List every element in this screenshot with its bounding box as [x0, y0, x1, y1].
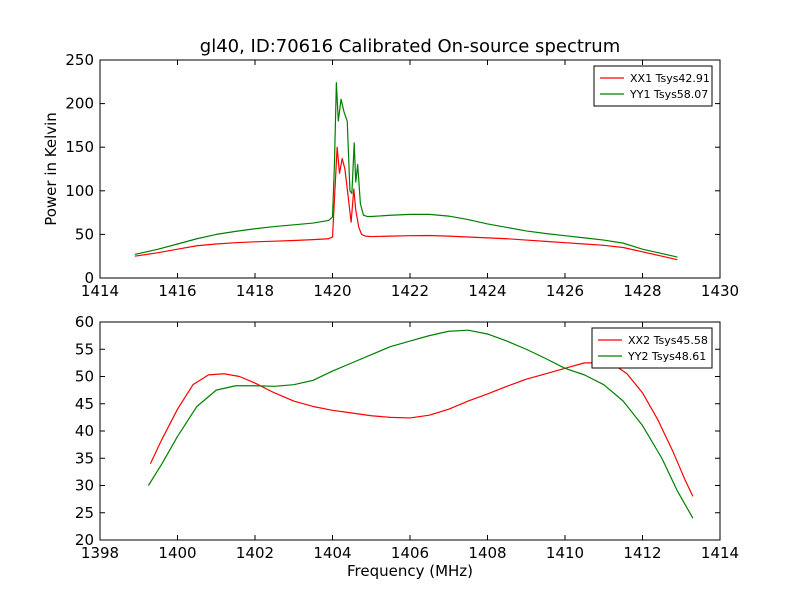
y-tick-label: 50 — [75, 368, 94, 386]
x-tick-label: 1398 — [81, 544, 119, 562]
y-tick-label: 0 — [84, 269, 94, 287]
x-tick-label: 1406 — [391, 544, 429, 562]
y-tick-label: 150 — [65, 138, 94, 156]
x-tick-label: 1414 — [81, 282, 119, 300]
x-tick-label: 1414 — [701, 544, 739, 562]
y-tick-label: 250 — [65, 51, 94, 69]
series-line-yy — [147, 329, 694, 519]
legend-label: YY1 Tsys58.07 — [629, 88, 708, 101]
x-axis-label: Frequency (MHz) — [347, 562, 473, 580]
x-tick-label: 1404 — [313, 544, 351, 562]
x-tick-label: 1422 — [391, 282, 429, 300]
x-tick-label: 1426 — [546, 282, 584, 300]
y-tick-label: 30 — [75, 477, 94, 495]
top-panel: 1414 1416 1418 1420 1422 1424 1426 1428 1430 0 50 1… — [65, 51, 739, 300]
x-tick-label: 1416 — [158, 282, 196, 300]
y-tick-label: 60 — [75, 313, 94, 331]
y-tick-label: 50 — [75, 225, 94, 243]
legend-label: XX2 Tsys45.58 — [628, 334, 708, 347]
series-line-yy — [134, 82, 678, 258]
y-tick-label: 45 — [75, 395, 94, 413]
y-tick-label: 40 — [75, 422, 94, 440]
x-tick-label: 1428 — [623, 282, 661, 300]
x-tick-label: 1402 — [236, 544, 274, 562]
bottom-panel: 1398 1400 1402 1404 1406 1408 1410 1412 1414 20 25… — [75, 313, 739, 562]
y-tick-label: 100 — [65, 182, 94, 200]
y-tick-label: 25 — [75, 504, 94, 522]
legend-label: YY2 Tsys48.61 — [627, 350, 706, 363]
legend-label: XX1 Tsys42.91 — [630, 72, 710, 85]
x-tick-label: 1412 — [623, 544, 661, 562]
x-tick-label: 1420 — [313, 282, 351, 300]
x-tick-label: 1418 — [236, 282, 274, 300]
x-tick-label: 1424 — [468, 282, 506, 300]
x-tick-label: 1408 — [468, 544, 506, 562]
x-tick-label: 1410 — [546, 544, 584, 562]
series-line-xx — [134, 146, 678, 261]
x-tick-label: 1400 — [158, 544, 196, 562]
y-tick-label: 20 — [75, 531, 94, 549]
y-tick-label: 55 — [75, 340, 94, 358]
series-line-xx — [149, 362, 694, 497]
x-tick-label: 1430 — [701, 282, 739, 300]
y-tick-label: 35 — [75, 449, 94, 467]
legend — [591, 327, 713, 369]
y-tick-label: 200 — [65, 95, 94, 113]
chart-title: gl40, ID:70616 Calibrated On-source spec… — [200, 36, 620, 57]
legend — [593, 65, 713, 107]
y-axis-label: Power in Kelvin — [42, 112, 60, 226]
